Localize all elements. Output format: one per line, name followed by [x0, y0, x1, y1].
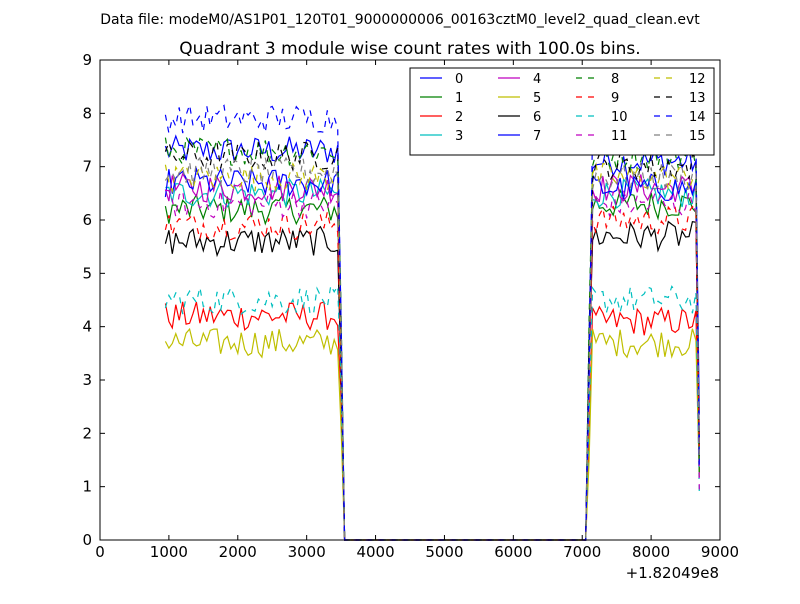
series-line-5 [164, 327, 700, 541]
legend-label-11: 11 [611, 129, 628, 144]
series-line-9 [164, 205, 700, 541]
y-tick-label: 0 [82, 531, 92, 549]
legend-label-4: 4 [533, 72, 541, 87]
legend-label-9: 9 [611, 91, 619, 106]
x-tick-label: 8000 [632, 543, 670, 561]
y-tick-label: 7 [82, 158, 92, 176]
legend-label-15: 15 [689, 129, 706, 144]
y-tick-label: 9 [82, 51, 92, 69]
series-line-6 [164, 220, 700, 541]
legend-label-1: 1 [455, 91, 463, 106]
series-line-15 [164, 156, 700, 541]
x-tick-label: 3000 [288, 543, 326, 561]
series-line-11 [165, 189, 700, 541]
series-line-14 [164, 104, 700, 541]
y-tick-label: 5 [82, 264, 92, 282]
x-offset-label: +1.82049e8 [626, 564, 719, 582]
x-tick-label: 5000 [425, 543, 463, 561]
legend-label-10: 10 [611, 110, 628, 125]
legend-label-6: 6 [533, 110, 541, 125]
x-tick-label: 9000 [701, 543, 739, 561]
y-tick-label: 2 [82, 424, 92, 442]
legend-label-5: 5 [533, 91, 541, 106]
legend-label-13: 13 [689, 91, 706, 106]
series-line-1 [164, 188, 700, 541]
y-tick-label: 4 [82, 318, 92, 336]
plot-frame [99, 59, 721, 541]
series-line-4 [164, 172, 700, 541]
legend-label-14: 14 [689, 110, 706, 125]
y-tick-label: 6 [82, 211, 92, 229]
x-tick-label: 0 [95, 543, 105, 561]
x-tick-label: 7000 [563, 543, 601, 561]
chart-title: Quadrant 3 module wise count rates with … [179, 39, 640, 59]
legend-box [409, 67, 715, 156]
legend-label-8: 8 [611, 72, 619, 87]
legend-label-2: 2 [455, 110, 463, 125]
series-line-10 [164, 283, 700, 541]
y-tick-label: 8 [82, 104, 92, 122]
axis-layer: 0 1000 2000 3000 4000 5000 6000 7000 8000 9000012… [82, 51, 739, 561]
y-tick-label: 1 [82, 478, 92, 496]
series-line-7 [164, 166, 700, 541]
legend-label-0: 0 [455, 72, 463, 87]
y-tick-label: 3 [82, 371, 92, 389]
x-tick-label: 2000 [219, 543, 257, 561]
plot-layer [164, 104, 700, 541]
chart-suptitle: Data file: modeM0/AS1P01_120T01_90000000… [100, 12, 700, 28]
x-tick-label: 6000 [494, 543, 532, 561]
series-line-12 [164, 162, 700, 541]
x-tick-label: 1000 [150, 543, 188, 561]
x-tick-label: 4000 [356, 543, 394, 561]
legend-label-7: 7 [533, 129, 541, 144]
legend-label-12: 12 [689, 72, 706, 87]
legend-label-3: 3 [455, 129, 463, 144]
